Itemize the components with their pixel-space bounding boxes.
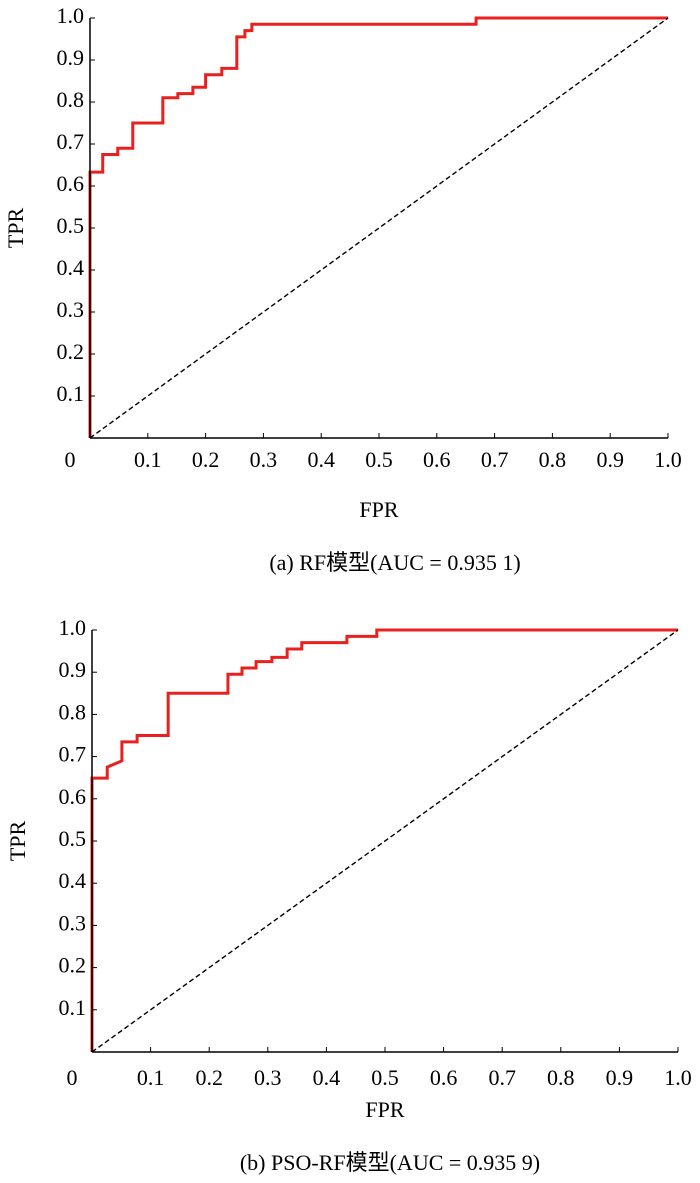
x-tick-label: 0.8 bbox=[539, 447, 567, 472]
y-tick-label: 0.1 bbox=[57, 381, 85, 406]
y-tick-label: 0.3 bbox=[59, 910, 87, 935]
x-axis-label: FPR bbox=[365, 1097, 404, 1122]
x-tick-label: 0 bbox=[65, 447, 76, 472]
x-tick-label: 0.8 bbox=[547, 1065, 575, 1090]
caption: (a) RF模型(AUC = 0.935 1) bbox=[269, 550, 520, 575]
y-tick-label: 0.8 bbox=[59, 699, 87, 724]
x-tick-label: 0.5 bbox=[371, 1065, 399, 1090]
x-tick-label: 0 bbox=[67, 1065, 78, 1090]
y-tick-label: 0.4 bbox=[59, 868, 87, 893]
x-tick-label: 0.3 bbox=[250, 447, 278, 472]
y-tick-label: 0.4 bbox=[57, 255, 85, 280]
y-tick-label: 1.0 bbox=[59, 615, 87, 640]
roc-curve bbox=[88, 16, 668, 438]
y-axis-label: TPR bbox=[3, 208, 28, 249]
y-tick-label: 0.7 bbox=[59, 742, 87, 767]
y-axis-label: TPR bbox=[5, 821, 30, 862]
x-tick-label: 0.6 bbox=[423, 447, 451, 472]
x-tick-label: 0.4 bbox=[307, 447, 335, 472]
y-tick-label: 0.2 bbox=[59, 953, 87, 978]
y-tick-label: 0.2 bbox=[57, 339, 85, 364]
x-tick-label: 0.7 bbox=[488, 1065, 516, 1090]
y-tick-label: 0.8 bbox=[57, 87, 85, 112]
y-tick-label: 0.3 bbox=[57, 297, 85, 322]
x-tick-label: 0.3 bbox=[254, 1065, 282, 1090]
x-tick-label: 1.0 bbox=[664, 1065, 692, 1090]
y-tick-label: 0.6 bbox=[57, 171, 85, 196]
reference-line bbox=[91, 629, 679, 1053]
x-tick-label: 0.2 bbox=[195, 1065, 223, 1090]
x-tick-label: 0.6 bbox=[430, 1065, 458, 1090]
y-tick-label: 0.1 bbox=[59, 995, 87, 1020]
y-tick-label: 0.7 bbox=[57, 129, 85, 154]
reference-line bbox=[89, 17, 669, 439]
y-tick-label: 0.9 bbox=[57, 45, 85, 70]
x-tick-label: 0.2 bbox=[192, 447, 220, 472]
y-tick-label: 1.0 bbox=[57, 3, 85, 28]
x-tick-label: 0.4 bbox=[313, 1065, 341, 1090]
x-tick-label: 0.7 bbox=[481, 447, 509, 472]
x-tick-label: 1.0 bbox=[654, 447, 682, 472]
caption: (b) PSO-RF模型(AUC = 0.935 9) bbox=[240, 1150, 540, 1175]
x-tick-label: 0.5 bbox=[365, 447, 393, 472]
y-tick-label: 0.6 bbox=[59, 784, 87, 809]
x-tick-label: 0.9 bbox=[596, 447, 624, 472]
y-tick-label: 0.5 bbox=[59, 826, 87, 851]
x-axis-label: FPR bbox=[359, 497, 398, 522]
x-tick-label: 0.9 bbox=[606, 1065, 634, 1090]
x-tick-label: 0.1 bbox=[137, 1065, 165, 1090]
roc-curve bbox=[90, 628, 678, 1052]
y-tick-label: 0.9 bbox=[59, 657, 87, 682]
x-tick-label: 0.1 bbox=[134, 447, 162, 472]
y-tick-label: 0.5 bbox=[57, 213, 85, 238]
